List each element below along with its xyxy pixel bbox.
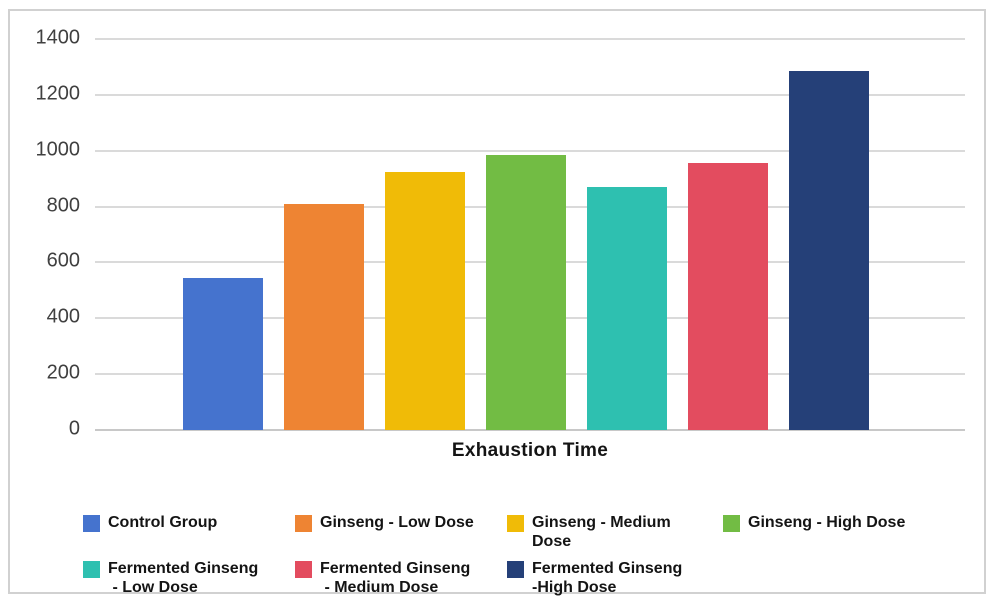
bar-fermented-ginseng-high-dose <box>789 71 869 430</box>
legend-label: Ginseng - High Dose <box>748 514 906 531</box>
bar-fermented-ginseng-low-dose <box>587 187 667 430</box>
legend-swatch-icon <box>507 515 524 532</box>
legend-item: Control Group <box>83 513 295 551</box>
x-axis-baseline <box>95 429 965 431</box>
legend-swatch-icon <box>295 561 312 578</box>
y-tick-label: 800 <box>46 194 80 217</box>
x-axis-title: Exhaustion Time <box>451 440 609 461</box>
legend-item: Fermented Ginseng - Medium Dose <box>295 559 507 597</box>
legend-swatch-icon <box>83 515 100 532</box>
legend-item: Fermented Ginseng - Low Dose <box>83 559 295 597</box>
y-tick-label: 1200 <box>35 82 81 105</box>
y-tick-label: 0 <box>68 417 80 440</box>
legend-swatch-icon <box>83 561 100 578</box>
legend-label: Ginseng - Medium Dose <box>532 514 671 550</box>
y-tick-label: 400 <box>46 305 80 328</box>
bar-ginseng-medium-dose <box>385 172 465 430</box>
legend-label: Control Group <box>108 514 218 531</box>
legend-swatch-icon <box>723 515 740 532</box>
legend-label: Fermented Ginseng - Low Dose <box>108 560 259 596</box>
legend-swatch-icon <box>295 515 312 532</box>
bar-control-group <box>183 278 263 430</box>
gridline <box>95 93 965 96</box>
legend-item: Ginseng - Low Dose <box>295 513 507 551</box>
legend-item: Ginseng - High Dose <box>723 513 953 551</box>
legend: Control Group Ginseng - Low Dose Ginseng -… <box>83 513 953 597</box>
y-tick-label: 1000 <box>35 138 81 161</box>
legend-swatch-icon <box>507 561 524 578</box>
legend-item: Fermented Ginseng -High Dose <box>507 559 723 597</box>
bar-ginseng-low-dose <box>284 204 364 430</box>
gridline <box>95 149 965 152</box>
plot-area: 1400 1200 1000 800 600 400 200 0 <box>36 27 965 440</box>
chart-frame: 1400 1200 1000 800 600 400 200 0 Exhaustion Tim… <box>8 9 986 597</box>
bar-fermented-ginseng-medium-dose <box>688 163 768 430</box>
legend-item: Ginseng - Medium Dose <box>507 513 723 551</box>
legend-label: Ginseng - Low Dose <box>320 514 474 531</box>
gridline <box>95 38 965 40</box>
y-tick-label: 1400 <box>35 26 81 49</box>
legend-label: Fermented Ginseng -High Dose <box>532 560 683 596</box>
legend-label: Fermented Ginseng - Medium Dose <box>320 560 471 596</box>
bar-ginseng-high-dose <box>486 155 566 430</box>
y-tick-label: 600 <box>46 250 80 273</box>
y-tick-label: 200 <box>46 361 80 384</box>
